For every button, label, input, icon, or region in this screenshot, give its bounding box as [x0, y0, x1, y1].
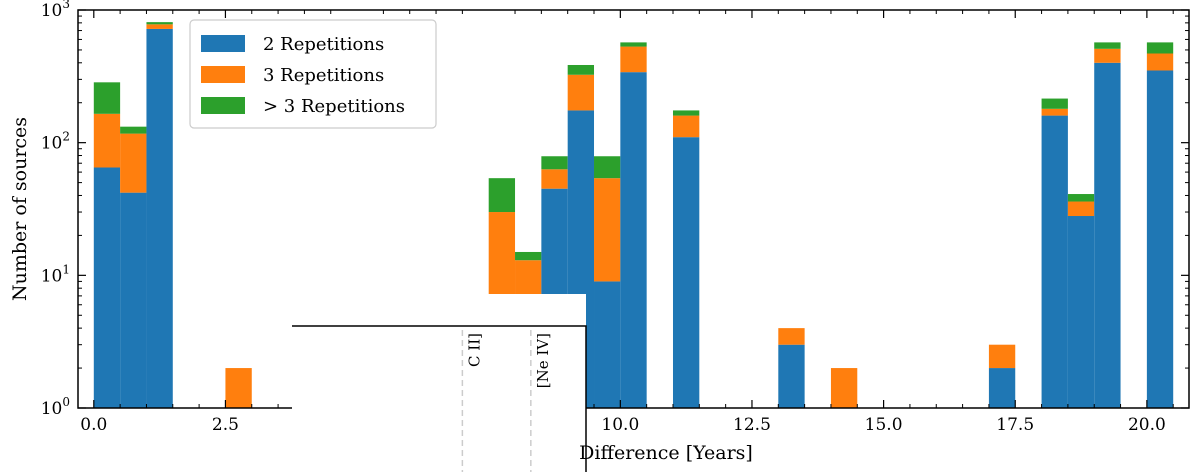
bar-segment-series-1 — [225, 368, 252, 408]
legend-swatch-more-than-3-repetitions — [201, 97, 245, 114]
bar-segment-series-2 — [1094, 42, 1121, 49]
legend-label-2-repetitions: 2 Repetitions — [263, 34, 384, 55]
bar-segment-series-1 — [567, 74, 595, 111]
bar-segment-series-2 — [1067, 194, 1095, 202]
inset-background — [292, 294, 586, 472]
bar-segment-series-1 — [93, 113, 121, 168]
bar-segment-series-0 — [1041, 115, 1068, 409]
bar-segment-series-2 — [672, 110, 700, 116]
plot-frame — [77, 9, 1190, 409]
bar-segment-series-0 — [620, 72, 647, 408]
x-tick-label: 20.0 — [1128, 415, 1166, 435]
bar-segment-series-2 — [120, 126, 147, 134]
bar-segment-series-0 — [988, 368, 1016, 408]
bar-segment-series-1 — [672, 115, 700, 138]
y-tick-exponent: 2 — [62, 130, 70, 144]
bar-segment-series-2 — [541, 156, 568, 170]
inset-panel: C II] [Ne IV] — [292, 294, 587, 472]
x-tick-label: 17.5 — [996, 415, 1034, 435]
bar-segment-series-2 — [620, 42, 647, 47]
bar-segment-series-1 — [1146, 53, 1174, 71]
x-tick-label: 12.5 — [733, 415, 771, 435]
bar-segment-series-2 — [594, 156, 621, 179]
bar-segment-series-1 — [1041, 108, 1068, 116]
bar-segment-series-1 — [146, 24, 173, 29]
bar-segment-series-2 — [488, 178, 516, 213]
bar-segment-series-1 — [541, 169, 568, 189]
legend: 2 Repetitions 3 Repetitions > 3 Repetiti… — [189, 19, 437, 129]
bar-segment-series-0 — [1094, 62, 1121, 409]
bar-segment-series-0 — [594, 281, 621, 408]
bar-segment-series-1 — [1067, 201, 1095, 217]
inset-label-c2: C II] — [465, 333, 483, 367]
x-axis-label: Difference [Years] — [579, 442, 753, 464]
bar-segment-series-2 — [146, 22, 173, 25]
bar-segment-series-2 — [1146, 42, 1174, 54]
legend-swatch-2-repetitions — [201, 35, 245, 52]
bar-segment-series-0 — [672, 137, 700, 408]
legend-label-more-than-3-repetitions: > 3 Repetitions — [263, 96, 405, 117]
legend-box — [189, 19, 437, 129]
bar-segment-series-0 — [1146, 70, 1174, 408]
bars-group — [93, 22, 1174, 409]
bar-segment-series-1 — [778, 328, 805, 345]
bar-segment-series-2 — [515, 251, 542, 261]
bar-segment-series-0 — [120, 192, 147, 408]
y-tick-exponent: 3 — [62, 0, 70, 11]
y-axis-label: Number of sources — [9, 117, 31, 301]
bar-segment-series-2 — [567, 64, 595, 75]
bar-segment-series-1 — [594, 178, 621, 282]
x-tick-label: 15.0 — [865, 415, 903, 435]
bar-segment-series-1 — [988, 344, 1016, 369]
y-tick-exponent: 0 — [62, 395, 70, 409]
y-tick-exponent: 1 — [62, 262, 70, 276]
bar-segment-series-0 — [93, 167, 121, 408]
legend-label-3-repetitions: 3 Repetitions — [263, 65, 384, 86]
x-tick-label: 0.0 — [80, 415, 107, 435]
x-tick-label: 2.5 — [212, 415, 239, 435]
inset-label-ne4: [Ne IV] — [534, 333, 552, 388]
bar-segment-series-0 — [146, 28, 173, 409]
inset-border — [292, 325, 587, 472]
bar-segment-series-0 — [1067, 216, 1095, 408]
bar-segment-series-1 — [120, 133, 147, 193]
bar-segment-series-1 — [830, 368, 858, 408]
bar-segment-series-1 — [620, 46, 647, 73]
x-tick-label: 10.0 — [601, 415, 639, 435]
bar-segment-series-2 — [1041, 98, 1068, 109]
bar-segment-series-2 — [93, 82, 121, 114]
legend-swatch-3-repetitions — [201, 66, 245, 83]
bar-segment-series-0 — [778, 344, 805, 408]
bar-segment-series-1 — [1094, 48, 1121, 63]
